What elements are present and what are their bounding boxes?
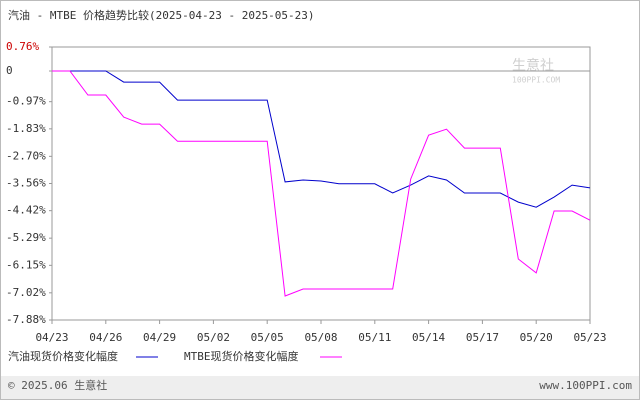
y-tick-label: -7.88% bbox=[6, 313, 46, 326]
x-tick-label: 04/23 bbox=[35, 331, 68, 344]
x-tick-label: 05/02 bbox=[197, 331, 230, 344]
y-tick-label: -1.83% bbox=[6, 122, 46, 135]
y-tick-label: -2.70% bbox=[6, 149, 46, 162]
x-tick-label: 05/11 bbox=[358, 331, 391, 344]
legend-label: 汽油现货价格变化幅度 bbox=[8, 349, 118, 363]
watermark: 100PPI.COM bbox=[512, 76, 560, 85]
y-tick-label: -5.29% bbox=[6, 231, 46, 244]
y-tick-label: -0.97% bbox=[6, 95, 46, 108]
x-tick-label: 05/08 bbox=[304, 331, 337, 344]
y-tick-label: -4.42% bbox=[6, 204, 46, 217]
x-tick-label: 05/14 bbox=[412, 331, 445, 344]
legend-label: MTBE现货价格变化幅度 bbox=[184, 349, 299, 363]
y-tick-label: 0 bbox=[6, 64, 13, 77]
x-tick-label: 05/17 bbox=[466, 331, 499, 344]
series-line bbox=[52, 70, 591, 297]
footer-bar bbox=[1, 376, 639, 399]
chart-title: 汽油 - MTBE 价格趋势比较(2025-04-23 - 2025-05-23… bbox=[8, 8, 315, 22]
watermark: 生意社 bbox=[512, 57, 554, 74]
y-tick-label: -6.15% bbox=[6, 258, 46, 271]
x-tick-label: 05/05 bbox=[251, 331, 284, 344]
x-tick-label: 04/26 bbox=[89, 331, 122, 344]
x-tick-label: 05/20 bbox=[520, 331, 553, 344]
footer-left: © 2025.06 生意社 bbox=[8, 378, 107, 392]
x-tick-label: 04/29 bbox=[143, 331, 176, 344]
series-line bbox=[52, 70, 591, 208]
y-tick-label: -3.56% bbox=[6, 177, 46, 190]
x-tick-label: 05/23 bbox=[573, 331, 606, 344]
y-tick-label: -7.02% bbox=[6, 286, 46, 299]
plot-area bbox=[51, 46, 591, 321]
y-tick-label: 0.76% bbox=[6, 40, 39, 53]
footer-right: www.100PPI.com bbox=[539, 379, 632, 392]
